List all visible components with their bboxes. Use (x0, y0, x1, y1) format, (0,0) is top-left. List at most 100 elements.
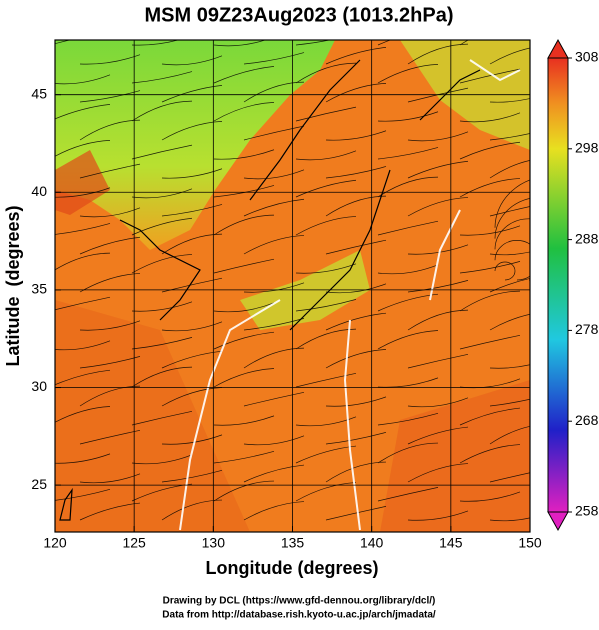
streamline (213, 40, 267, 47)
streamline (243, 435, 305, 446)
streamline (325, 461, 387, 483)
streamline (131, 366, 193, 388)
streamline (489, 517, 530, 522)
y-tick-label: 45 (31, 85, 47, 101)
streamline (459, 407, 521, 426)
streamline (489, 98, 530, 103)
streamline (295, 482, 357, 502)
streamline (79, 429, 141, 445)
streamline (213, 450, 275, 464)
streamline (489, 472, 530, 483)
coastline (59, 59, 481, 521)
streamline (79, 273, 141, 293)
streamline (377, 220, 439, 236)
streamline (243, 391, 305, 407)
streamline (79, 207, 141, 218)
streamline (295, 150, 357, 161)
streamline (295, 40, 332, 46)
streamline (377, 264, 439, 275)
streamline (213, 302, 275, 313)
streamline (161, 321, 223, 332)
streamline (489, 364, 530, 369)
streamline (407, 160, 469, 179)
streamline (131, 40, 180, 46)
streamline (295, 328, 357, 350)
streamline (213, 258, 275, 274)
streamline (161, 204, 223, 217)
streamline (459, 141, 521, 160)
streamline (325, 166, 387, 179)
streamline (213, 368, 275, 388)
streamline (489, 425, 530, 445)
streamline (407, 309, 469, 331)
streamline (295, 106, 357, 122)
streamline (494, 240, 530, 281)
streamline (407, 463, 469, 483)
streamline (295, 372, 357, 388)
streamline (213, 102, 275, 122)
streamline (243, 81, 305, 103)
streamline (325, 431, 387, 445)
streamline (407, 197, 469, 217)
streamline (243, 125, 305, 141)
streamline (161, 434, 223, 445)
streamline (161, 55, 223, 66)
colorbar-tick-label: 258 (575, 503, 599, 519)
streamline (377, 330, 439, 350)
streamline (407, 244, 469, 255)
streamline (213, 331, 275, 350)
streamline (489, 206, 530, 217)
streamline (161, 499, 223, 521)
streamline (489, 133, 530, 141)
y-tick-label: 35 (31, 281, 47, 297)
streamline (295, 62, 357, 84)
streamline (489, 251, 530, 256)
chart-title: MSM 09Z23Aug2023 (1013.2hPa) (144, 4, 453, 26)
streamline (213, 415, 275, 426)
streamline (377, 40, 392, 46)
x-tick-label: 145 (439, 535, 463, 551)
x-tick-label: 140 (360, 535, 384, 551)
streamline (243, 347, 305, 369)
streamline (213, 149, 275, 160)
streamline (407, 397, 469, 408)
streamline (377, 111, 439, 122)
streamline (459, 112, 521, 123)
streamline (459, 491, 521, 502)
streamline (243, 198, 305, 217)
streamline (325, 130, 387, 141)
contour (179, 59, 521, 531)
streamline (459, 68, 521, 84)
streamline (295, 299, 357, 312)
streamline (131, 254, 193, 274)
streamline (489, 47, 530, 65)
streamline (494, 198, 530, 239)
streamline (243, 169, 305, 180)
streamline (459, 40, 469, 46)
streamline (161, 233, 223, 255)
streamline (494, 261, 516, 281)
streamline (243, 282, 305, 293)
streamline (131, 144, 193, 160)
streamline (243, 318, 305, 331)
streamline (325, 506, 387, 521)
streamline (489, 398, 530, 407)
streamline (325, 396, 387, 407)
streamline (131, 217, 193, 236)
streamline (295, 416, 357, 427)
streamline (325, 195, 387, 217)
streamline (161, 84, 223, 103)
streamline (407, 131, 469, 142)
streamline (295, 179, 357, 198)
streamline (131, 454, 193, 465)
streamline (243, 464, 305, 483)
x-tick-label: 130 (202, 535, 226, 551)
streamline (295, 263, 357, 274)
streamline (489, 160, 530, 179)
streamline (459, 178, 521, 198)
x-axis-label: Longitude (degrees) (205, 558, 378, 578)
streamline (494, 179, 530, 228)
streamline (489, 313, 530, 331)
streamline (377, 412, 439, 426)
streamline (377, 293, 439, 312)
